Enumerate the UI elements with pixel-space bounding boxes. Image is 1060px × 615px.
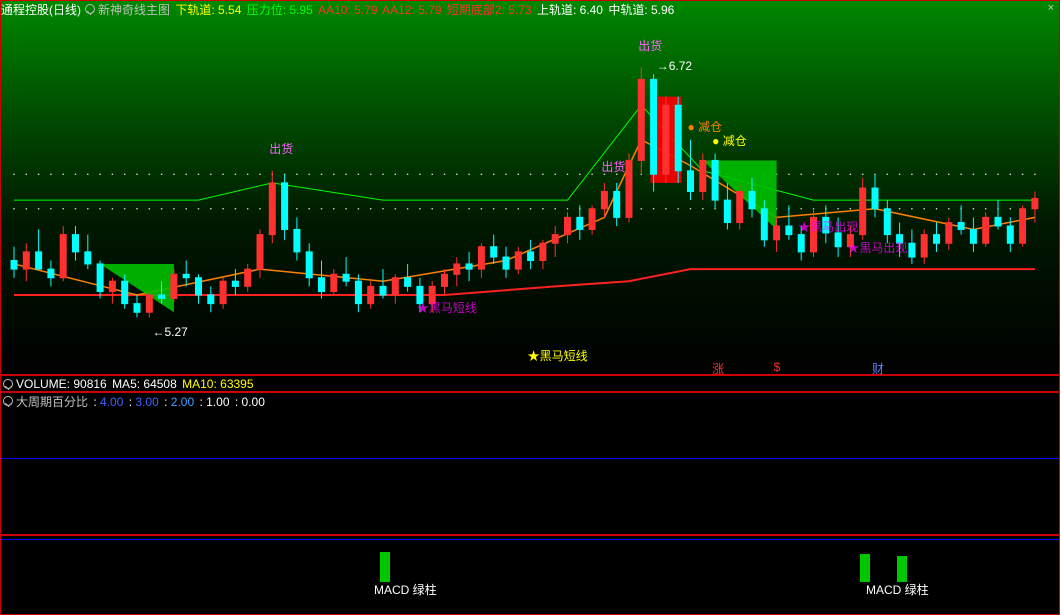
main-header-bar: 通程控股(日线) 新神奇线主图 下轨道: 5.54 压力位: 5.95 AA10… bbox=[1, 1, 1059, 17]
dropdown-icon[interactable] bbox=[3, 379, 13, 389]
dropdown-icon[interactable] bbox=[3, 396, 13, 406]
macd-green-bar bbox=[897, 556, 907, 582]
dropdown-icon[interactable] bbox=[85, 4, 95, 14]
indicator-name: 新神奇线主图 bbox=[98, 1, 172, 18]
volume-values: VOLUME: 90816 MA5: 64508 MA10: 63395 bbox=[16, 377, 258, 391]
macd-green-bar bbox=[380, 552, 390, 582]
chart-annotation: 出货 bbox=[601, 158, 625, 175]
chart-annotation: ←5.27 bbox=[152, 325, 187, 339]
macd-green-bar bbox=[860, 554, 870, 582]
bottom-mark: 涨 bbox=[712, 360, 724, 377]
cycle-header-bar: 大周期百分比 : 4.00 : 3.00 : 2.00 : 1.00 : 0.0… bbox=[1, 393, 1059, 409]
stock-title: 通程控股(日线) bbox=[1, 1, 83, 18]
chart-annotation: ★黒马出现 bbox=[798, 218, 858, 235]
macd-blue-line bbox=[1, 539, 1059, 540]
close-icon[interactable]: × bbox=[1048, 2, 1056, 14]
chart-annotation: 出货 bbox=[269, 140, 293, 157]
macd-panel[interactable]: MACD 绿柱 MACD 绿柱 bbox=[0, 535, 1060, 615]
chart-annotation: ★黒马出现 bbox=[847, 239, 907, 256]
volume-header-bar: VOLUME: 90816 MA5: 64508 MA10: 63395 bbox=[1, 376, 1059, 392]
macd-label: MACD 绿柱 bbox=[866, 581, 929, 598]
chart-annotation: →6.72 bbox=[657, 59, 692, 73]
chart-annotation: ★黑马短线 bbox=[417, 299, 477, 316]
cycle-panel[interactable]: 大周期百分比 : 4.00 : 3.00 : 2.00 : 1.00 : 0.0… bbox=[0, 392, 1060, 535]
macd-label: MACD 绿柱 bbox=[374, 581, 437, 598]
cycle-blue-line bbox=[1, 458, 1059, 459]
chart-annotation: 出货 bbox=[638, 37, 662, 54]
bottom-mark: $ bbox=[774, 360, 781, 374]
bottom-mark: 财 bbox=[872, 360, 884, 377]
chart-annotation: ★黑马短线 bbox=[528, 347, 588, 364]
chart-annotation: ● 减仓 bbox=[712, 132, 747, 149]
main-chart-svg bbox=[1, 1, 1060, 376]
main-chart-panel[interactable]: 通程控股(日线) 新神奇线主图 下轨道: 5.54 压力位: 5.95 AA10… bbox=[0, 0, 1060, 375]
indicator-values: 下轨道: 5.54 压力位: 5.95 AA10: 5.79 AA12: 5.7… bbox=[172, 1, 678, 18]
volume-panel[interactable]: VOLUME: 90816 MA5: 64508 MA10: 63395 bbox=[0, 375, 1060, 392]
cycle-values: 大周期百分比 : 4.00 : 3.00 : 2.00 : 1.00 : 0.0… bbox=[16, 393, 272, 410]
